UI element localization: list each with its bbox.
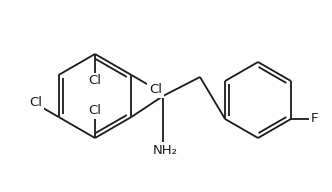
Text: Cl: Cl xyxy=(89,104,102,118)
Text: Cl: Cl xyxy=(29,95,42,108)
Text: Cl: Cl xyxy=(149,84,162,97)
Text: Cl: Cl xyxy=(89,74,102,88)
Text: F: F xyxy=(311,113,319,126)
Text: NH₂: NH₂ xyxy=(152,145,178,157)
